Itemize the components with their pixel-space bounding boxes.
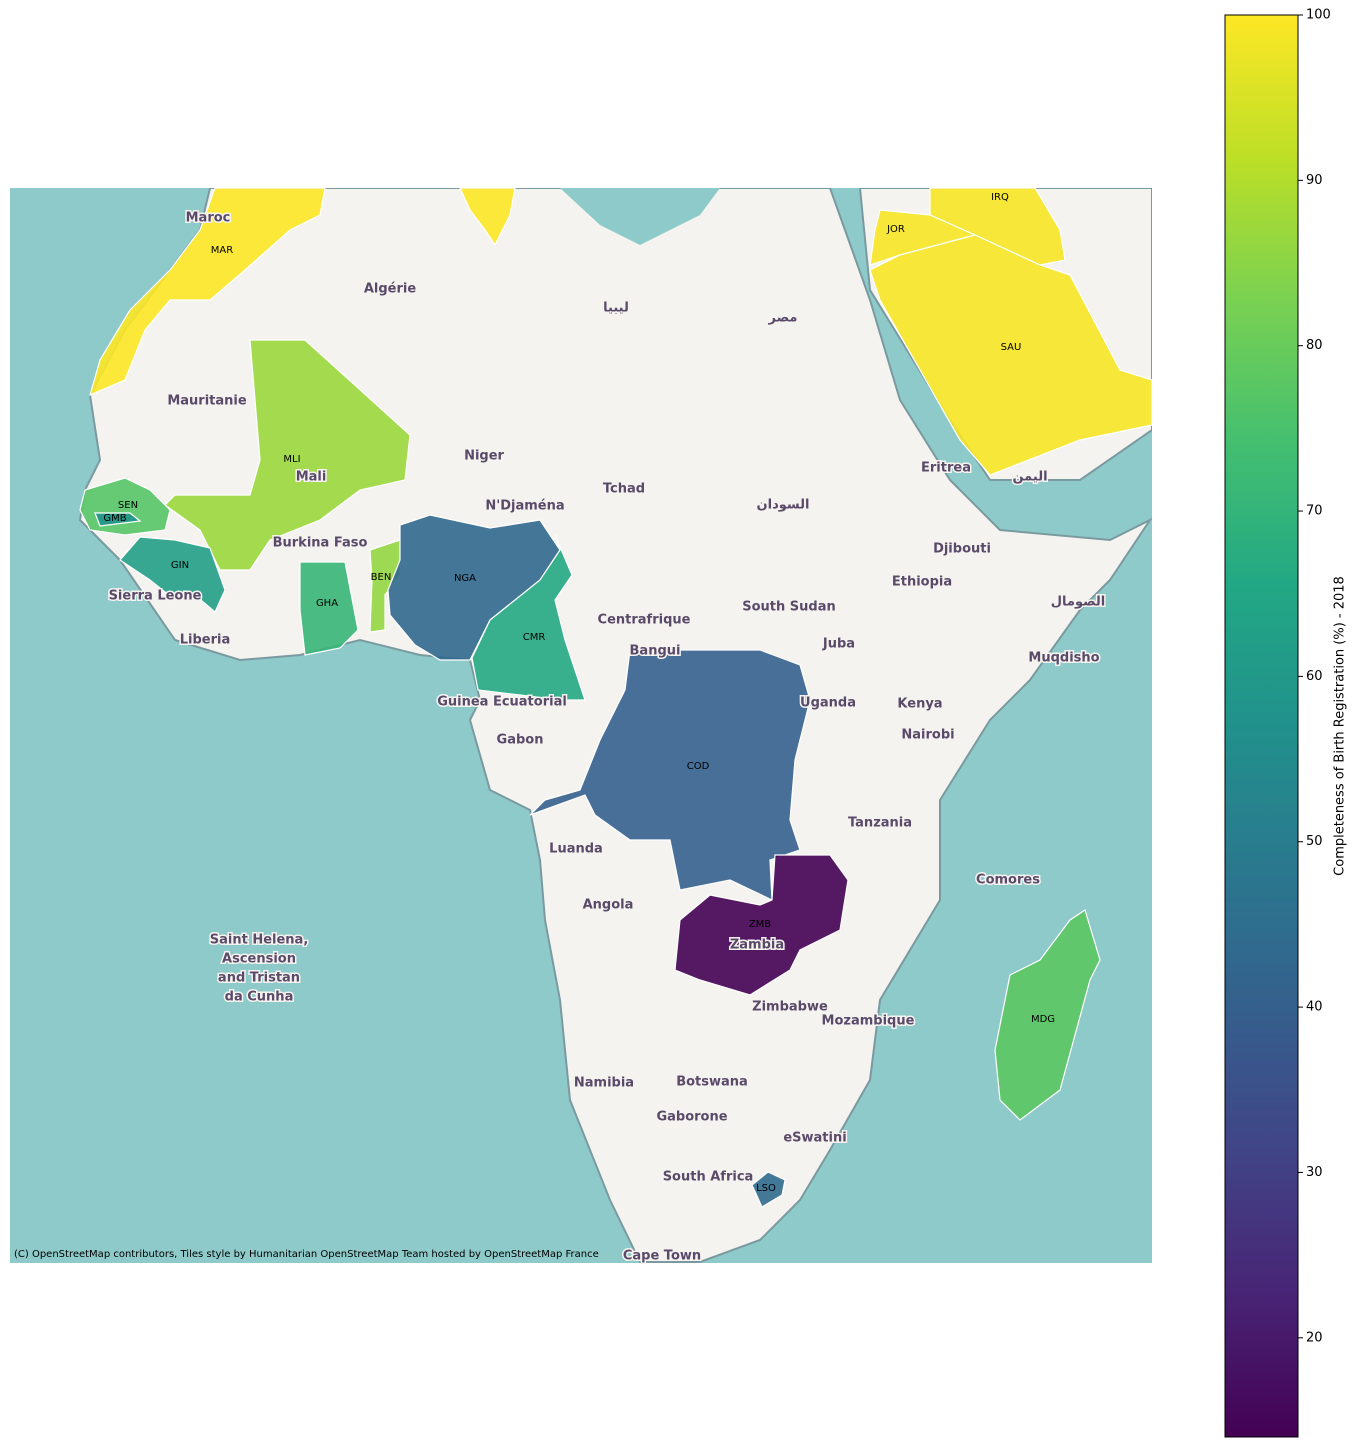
place-label: Bangui: [630, 644, 681, 659]
place-label: Burkina Faso: [273, 536, 368, 551]
region: [994, 909, 1101, 1121]
place-label: السودان: [757, 498, 810, 513]
place-label: Ethiopia: [892, 575, 952, 590]
colorbar-tick-label: 80: [1306, 338, 1323, 353]
place-label: Juba: [822, 637, 855, 652]
region-code: BEN: [371, 572, 392, 583]
region-code: MAR: [211, 245, 233, 256]
place-label: Muqdisho: [1028, 651, 1099, 666]
place-label: Mauritanie: [167, 394, 247, 409]
place-label: South Africa: [663, 1170, 754, 1185]
regions: [79, 187, 1153, 1208]
place-label: South Sudan: [742, 600, 836, 615]
place-label: Tanzania: [848, 816, 912, 831]
place-label: الصومال: [1051, 595, 1106, 610]
region: [471, 534, 586, 701]
region: [164, 339, 411, 571]
place-label: Mali: [296, 470, 327, 485]
place-label: Uganda: [800, 696, 856, 711]
region-code: COD: [687, 761, 710, 772]
place-label: Eritrea: [921, 461, 971, 476]
region-code: GMB: [103, 513, 126, 524]
place-label: Saint Helena,: [210, 933, 309, 948]
region-code: SEN: [118, 500, 138, 511]
region-code: JOR: [886, 224, 905, 235]
region-code: GHA: [316, 598, 338, 609]
attribution: (C) OpenStreetMap contributors, Tiles st…: [14, 1249, 599, 1260]
colorbar-tick-label: 90: [1306, 173, 1323, 188]
place-label: Angola: [583, 898, 634, 913]
region-code: LSO: [756, 1183, 776, 1194]
region: [459, 187, 516, 247]
colorbar-tick-label: 30: [1306, 1165, 1323, 1180]
colorbar-tick-label: 60: [1306, 669, 1323, 684]
colorbar-label: Completeness of Birth Registration (%) -…: [1333, 576, 1348, 876]
region-code: SAU: [1001, 342, 1022, 353]
place-label: da Cunha: [225, 990, 294, 1005]
region: [94, 512, 142, 527]
colorbar-tick-label: 100: [1306, 8, 1331, 23]
place-label: Kenya: [897, 697, 942, 712]
place-label: Luanda: [549, 842, 603, 857]
labels: Maroc Algérie ليبيا مصر Mauritanie Niger Mali T…: [103, 192, 1106, 1265]
place-label: Liberia: [180, 633, 231, 648]
place-label: Botswana: [676, 1075, 748, 1090]
colorbar-tick-label: 50: [1306, 834, 1323, 849]
region: [529, 649, 811, 901]
region: [299, 561, 359, 656]
place-label: Guinea Ecuatorial: [437, 695, 567, 710]
place-label: Comores: [976, 873, 1040, 888]
region-code: CMR: [523, 632, 546, 643]
place-label: Algérie: [364, 282, 417, 297]
region-code: NGA: [454, 573, 476, 584]
place-label: Nairobi: [901, 728, 954, 743]
region: [674, 854, 849, 996]
gulf-of-sidra: [560, 188, 720, 245]
place-label: Gabon: [497, 733, 544, 748]
place-label: ليبيا: [603, 301, 629, 316]
place-label: Zambia: [730, 938, 784, 953]
place-label: Djibouti: [933, 542, 991, 557]
place-label: Namibia: [574, 1076, 634, 1091]
place-label: Centrafrique: [598, 613, 691, 628]
place-label: Ascension: [222, 952, 296, 967]
place-label: Tchad: [603, 482, 645, 497]
colorbar-tick-label: 70: [1306, 504, 1323, 519]
place-label: eSwatini: [783, 1131, 846, 1146]
region: [89, 187, 326, 397]
place-label: N'Djaména: [485, 499, 564, 514]
place-label: and Tristan: [218, 971, 300, 986]
region-code: MDG: [1031, 1014, 1055, 1025]
colorbar-tick-label: 40: [1306, 1000, 1323, 1015]
place-label: Cape Town: [623, 1249, 701, 1264]
region-code: MLI: [283, 454, 300, 465]
place-label: Sierra Leone: [109, 589, 202, 604]
colorbar: [1224, 14, 1299, 1438]
region-code: IRQ: [991, 192, 1009, 203]
place-label: Zimbabwe: [752, 1000, 828, 1015]
place-label: اليمن: [1012, 470, 1047, 485]
region: [751, 1171, 786, 1208]
region: [119, 536, 226, 613]
place-label: Mozambique: [822, 1014, 915, 1029]
place-label: Gaborone: [656, 1110, 727, 1125]
place-label: Niger: [464, 449, 504, 464]
region-code: GIN: [171, 560, 189, 571]
colorbar-tick-label: 20: [1306, 1330, 1323, 1345]
place-label: Maroc: [186, 211, 231, 226]
region-code: ZMB: [749, 919, 771, 930]
region: [869, 234, 1153, 476]
place-label: مصر: [768, 311, 798, 326]
